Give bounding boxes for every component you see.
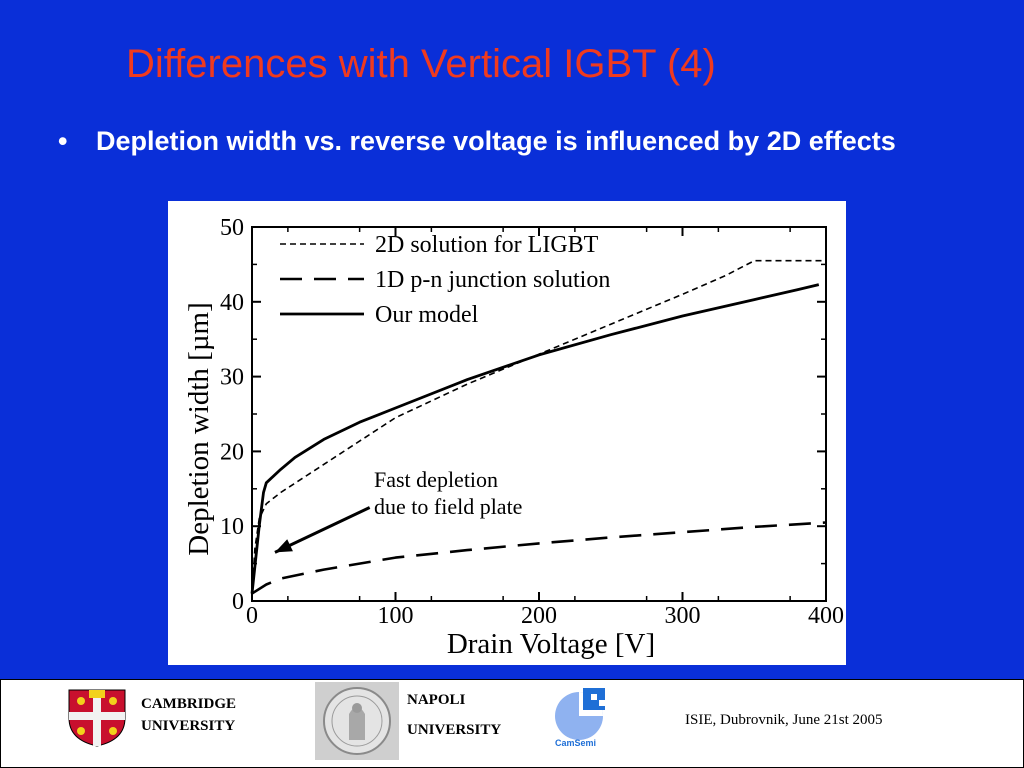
y-tick-label: 50 (220, 215, 244, 241)
camsemi-logo (555, 688, 605, 740)
slide-title: Differences with Vertical IGBT (4) (126, 42, 716, 86)
depletion-width-chart: 0 100 200 300 400 0 10 20 30 40 50 2D solution for… (183, 215, 844, 660)
cambridge-label-line1: CAMBRIDGE (141, 696, 237, 712)
y-tick-label: 30 (220, 365, 244, 391)
footer-bar: CAMBRIDGE UNIVERSITY NAPOLI UNIVERSITY C… (0, 679, 1024, 768)
chart-panel: 0 100 200 300 400 0 10 20 30 40 50 2D solution for… (168, 201, 846, 665)
x-tick-label: 100 (378, 603, 414, 629)
annotation-text-line-0: Fast depletion (374, 467, 498, 492)
x-tick-label: 300 (665, 603, 701, 629)
x-tick-label: 0 (246, 603, 258, 629)
cambridge-label-line2: UNIVERSITY (141, 718, 236, 734)
y-tick-label: 40 (220, 290, 244, 316)
y-tick-label: 0 (232, 589, 244, 615)
napoli-label-line1: NAPOLI (407, 692, 466, 708)
annotation-text-line-1: due to field plate (374, 494, 522, 519)
cambridge-crest-logo (68, 689, 126, 747)
napoli-label-line2: UNIVERSITY (407, 722, 502, 738)
legend-label-1: 1D p-n junction solution (375, 267, 610, 293)
bullet-text: Depletion width vs. reverse voltage is i… (96, 126, 896, 156)
y-tick-label: 10 (220, 514, 244, 540)
napoli-seal-logo (315, 682, 399, 760)
event-caption: ISIE, Dubrovnik, June 21st 2005 (685, 712, 883, 728)
y-tick-label: 20 (220, 439, 244, 465)
x-axis-label: Drain Voltage [V] (447, 628, 655, 660)
x-tick-label: 200 (521, 603, 557, 629)
series-line-1 (251, 521, 827, 595)
series-line-2 (250, 283, 820, 594)
camsemi-logo-text: CamSemi (555, 738, 597, 748)
legend-label-0: 2D solution for LIGBT (375, 232, 599, 258)
annotation-arrow-shaft (274, 506, 371, 554)
y-axis-label: Depletion width [µm] (183, 302, 215, 556)
bullet-dot: • (58, 126, 68, 156)
legend-label-2: Our model (375, 302, 479, 328)
annotation-arrow-head (274, 539, 293, 553)
x-tick-label: 400 (808, 603, 844, 629)
